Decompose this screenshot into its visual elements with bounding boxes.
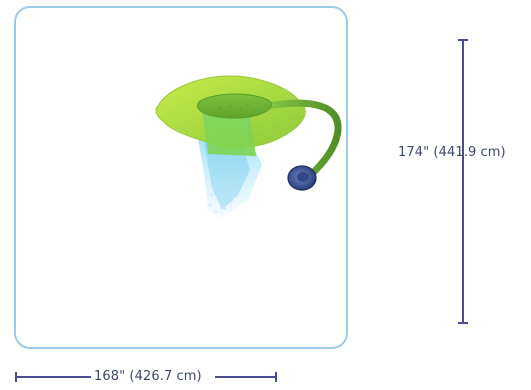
top-pad — [197, 93, 272, 119]
support-pole — [258, 99, 342, 182]
lily-pad-spray-icon — [155, 75, 342, 218]
water-spray — [198, 138, 262, 218]
height-dimension-line — [458, 39, 468, 324]
width-dimension-line — [15, 372, 277, 382]
height-dimension-label: 174" (441.9 cm) — [398, 145, 506, 160]
width-dimension-label: 168" (426.7 cm) — [94, 369, 202, 384]
